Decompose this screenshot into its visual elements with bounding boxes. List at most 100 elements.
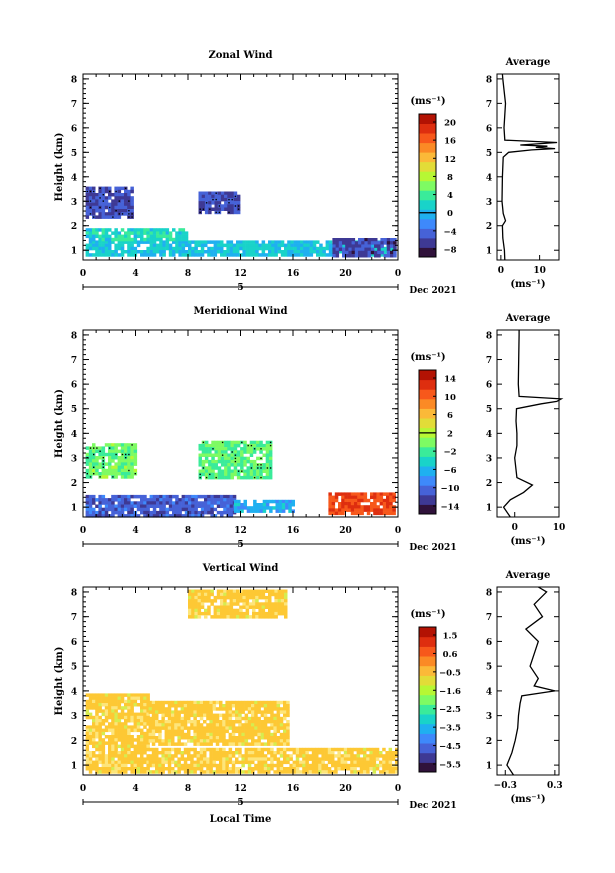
heat-cell <box>226 498 230 502</box>
heat-cell <box>265 503 270 507</box>
heat-cell <box>263 757 268 761</box>
heat-cell <box>191 611 195 616</box>
heat-cell <box>120 456 125 460</box>
heat-cell <box>155 716 159 721</box>
heat-cell <box>184 253 189 257</box>
y-tick-label: 3 <box>71 198 77 208</box>
heat-cell <box>361 238 365 242</box>
heat-cell <box>277 240 282 244</box>
heat-cell <box>204 240 208 244</box>
colorbar-tick-label: 0.6 <box>443 650 458 660</box>
heat-cell <box>228 751 233 755</box>
heat-cell <box>108 246 112 251</box>
heat-cell <box>95 731 99 736</box>
heat-cell <box>370 502 374 506</box>
heat-cell <box>235 713 239 718</box>
heat-cell <box>130 446 134 450</box>
heat-cell <box>208 466 212 470</box>
heat-cell <box>328 243 333 248</box>
heat-cell <box>246 469 250 473</box>
heat-cell <box>235 767 239 771</box>
heat-cell <box>161 742 165 746</box>
heat-cell <box>194 498 198 502</box>
heat-cell <box>251 736 255 740</box>
heat-cell <box>196 757 201 761</box>
heat-cell <box>343 757 348 761</box>
heat-cell <box>388 747 393 752</box>
heat-cell <box>183 760 188 765</box>
contour-dot <box>118 200 120 202</box>
heat-cell <box>273 732 277 737</box>
heat-cell <box>274 602 278 606</box>
heat-cell <box>101 514 106 518</box>
heat-cell <box>143 504 147 508</box>
heat-cell <box>149 231 154 235</box>
heat-cell <box>335 247 340 252</box>
heat-cell <box>193 747 197 752</box>
heat-cell <box>124 475 128 479</box>
heat-cell <box>124 507 128 512</box>
heat-cell <box>200 611 205 616</box>
heat-cell <box>233 207 238 211</box>
heat-cell <box>260 763 265 768</box>
heat-cell <box>220 253 224 257</box>
heat-cell <box>351 247 356 252</box>
average-y-tick-label: 6 <box>486 638 492 648</box>
heat-cell <box>213 498 218 502</box>
heat-cell <box>259 472 263 477</box>
heat-cell <box>239 608 243 613</box>
heat-cell <box>114 196 118 200</box>
heat-cell <box>201 447 206 451</box>
heat-cell <box>88 731 93 736</box>
heat-cell <box>247 767 252 771</box>
heat-cell <box>227 440 231 445</box>
heat-cell <box>331 505 336 509</box>
heat-cell <box>223 608 227 613</box>
heat-cell <box>219 763 223 768</box>
heat-cell <box>98 501 102 505</box>
heat-cell <box>104 504 109 508</box>
heat-cell <box>215 739 220 743</box>
heat-cell <box>200 246 205 251</box>
heat-cell <box>165 510 170 515</box>
heat-cell <box>120 475 125 479</box>
heat-cell <box>92 754 96 758</box>
heat-cell <box>151 713 156 718</box>
heat-cell <box>265 499 270 504</box>
heat-cell <box>249 506 254 510</box>
heat-cell <box>104 212 109 216</box>
contour-dot <box>221 441 224 444</box>
average-y-tick-label: 7 <box>486 356 492 366</box>
heat-cell <box>369 757 373 761</box>
heat-cell <box>215 742 220 746</box>
heat-cell <box>164 713 169 718</box>
heat-cell <box>181 501 186 505</box>
heat-cell <box>224 472 228 477</box>
heat-cell <box>353 767 357 771</box>
heat-cell <box>172 246 176 251</box>
heat-cell <box>194 595 198 600</box>
heat-cell <box>146 735 150 739</box>
heat-cell <box>226 592 230 597</box>
colorbar-tick-label: 0 <box>447 209 453 219</box>
contour-dot <box>86 473 88 475</box>
heat-cell <box>101 507 106 512</box>
heat-cell <box>246 509 251 513</box>
heat-cell <box>85 514 90 518</box>
contour-dot <box>260 467 262 469</box>
heat-cell <box>143 253 147 257</box>
heat-cell <box>263 747 268 752</box>
heat-cell <box>194 507 198 512</box>
heat-cell <box>276 723 281 727</box>
average-y-tick-label: 2 <box>486 222 492 232</box>
heat-cell <box>174 754 178 758</box>
heat-cell <box>171 760 175 765</box>
heat-cell <box>156 237 160 242</box>
heat-cell <box>161 726 165 730</box>
heat-cell <box>188 246 192 251</box>
heat-cell <box>245 599 250 603</box>
heat-cell <box>117 504 122 508</box>
contour-dot <box>131 213 133 215</box>
heat-cell <box>229 494 234 499</box>
heat-cell <box>242 599 246 603</box>
